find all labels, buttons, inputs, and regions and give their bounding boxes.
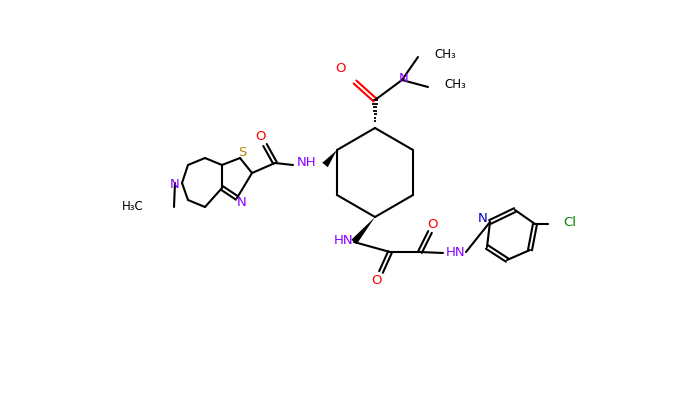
Text: HN: HN [446, 246, 466, 259]
Text: N: N [170, 177, 180, 190]
Polygon shape [351, 217, 375, 244]
Text: H₃C: H₃C [122, 200, 144, 213]
Text: O: O [256, 131, 266, 143]
Text: O: O [371, 274, 381, 286]
Text: CH₃: CH₃ [444, 78, 466, 91]
Polygon shape [322, 150, 337, 167]
Text: Cl: Cl [563, 215, 576, 228]
Text: NH: NH [297, 156, 317, 169]
Text: S: S [238, 147, 246, 160]
Text: CH₃: CH₃ [434, 48, 456, 61]
Text: O: O [428, 219, 438, 232]
Text: N: N [399, 72, 409, 86]
Text: N: N [478, 213, 488, 225]
Text: N: N [237, 196, 247, 209]
Text: O: O [335, 61, 345, 74]
Text: HN: HN [334, 234, 354, 246]
